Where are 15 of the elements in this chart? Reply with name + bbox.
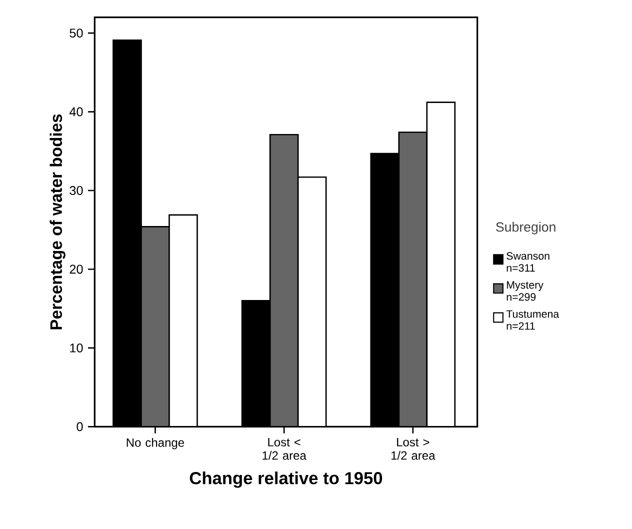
- legend-label: Mystery n=299: [506, 281, 544, 301]
- legend-label: Tustumena n=211: [506, 310, 560, 330]
- y-tick-label: 40: [69, 107, 83, 116]
- y-tick-label: 20: [70, 264, 83, 274]
- y-tick-label: 50: [70, 28, 83, 38]
- y-axis-title: Percentage of water bodies: [50, 114, 66, 330]
- y-tick-label: 10: [70, 343, 83, 352]
- x-axis-title: Change relative to 1950: [190, 471, 382, 488]
- y-tick-label: 30: [70, 186, 83, 195]
- x-tick-label: Lost > 1/2 area: [391, 438, 436, 460]
- y-tick-label: 0: [76, 422, 83, 431]
- legend-title: Subregion: [496, 222, 556, 234]
- x-tick-label: Lost < 1/2 area: [262, 438, 306, 460]
- x-tick-label: No change: [126, 438, 184, 450]
- legend-label: Swanson n=311: [506, 252, 550, 272]
